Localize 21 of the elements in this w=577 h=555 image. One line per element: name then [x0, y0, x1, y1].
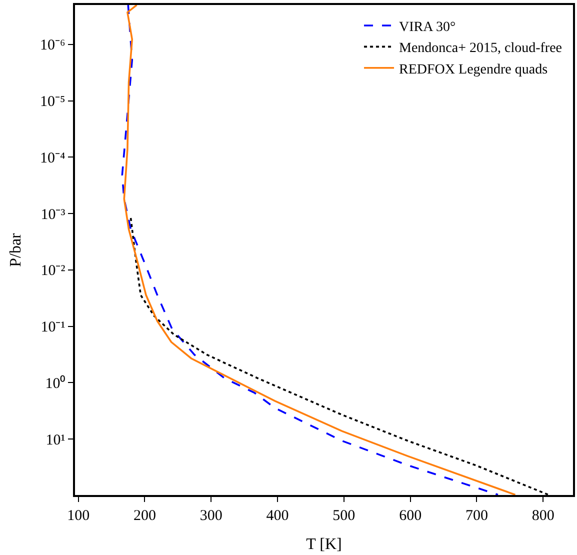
x-tick-label: 400: [266, 508, 289, 524]
x-tick-label: 500: [332, 508, 356, 524]
x-tick-label: 800: [532, 508, 554, 524]
y-tick-label: 10¹: [46, 432, 66, 448]
x-tick-label: 700: [465, 508, 488, 524]
legend-label: REDFOX Legendre quads: [399, 62, 548, 78]
y-tick-label: 10⁰: [45, 374, 66, 392]
y-tick-label: 10⁻⁶: [40, 38, 66, 54]
y-tick-label: 10⁻⁵: [40, 94, 66, 110]
y-tick-label: 10⁻¹: [40, 320, 66, 336]
x-tick-label: 300: [200, 508, 222, 524]
y-tick-label: 10⁻²: [40, 263, 66, 280]
x-tick-label: 100: [67, 508, 90, 524]
y-axis-title: P/bar: [7, 232, 24, 267]
y-tick-label: 10⁻⁴: [40, 150, 66, 166]
x-axis-title: T [K]: [306, 536, 342, 553]
x-tick-label: 200: [133, 508, 156, 524]
legend-label: VIRA 30°: [399, 20, 456, 35]
x-tick-label: 600: [399, 508, 422, 524]
y-tick-label: 10⁻³: [40, 206, 66, 223]
legend-label: Mendonca+ 2015, cloud-free: [399, 41, 562, 56]
